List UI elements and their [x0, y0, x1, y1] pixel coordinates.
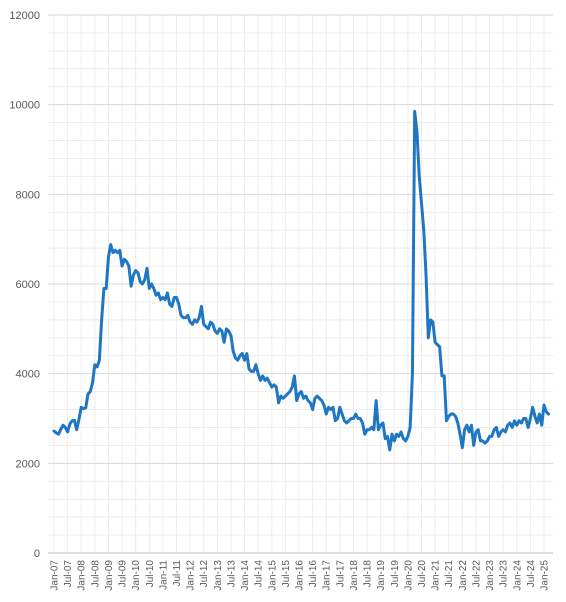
- x-tick-label: Jan-22: [458, 560, 469, 591]
- y-tick-label: 12000: [9, 10, 40, 22]
- x-tick-label: Jan-21: [431, 560, 442, 591]
- x-tick-label: Jul-24: [526, 560, 537, 588]
- x-tick-label: Jul-16: [308, 560, 319, 588]
- y-axis-tick-labels: 0 2000 4000 6000 8000 10000 12000: [9, 10, 40, 560]
- x-tick-label: Jul-21: [444, 560, 455, 588]
- x-tick-label: Jan-07: [50, 560, 61, 591]
- y-tick-label: 2000: [16, 458, 40, 470]
- x-tick-label: Jan-25: [540, 560, 551, 591]
- x-tick-label: Jul-10: [145, 560, 156, 588]
- x-tick-label: Jul-19: [390, 560, 401, 588]
- x-tick-label: Jul-12: [199, 560, 210, 588]
- x-tick-label: Jul-23: [499, 560, 510, 588]
- x-tick-label: Jan-17: [322, 560, 333, 591]
- x-tick-label: Jul-20: [417, 560, 428, 588]
- x-tick-label: Jan-10: [131, 560, 142, 591]
- x-tick-label: Jul-11: [172, 560, 183, 587]
- x-tick-label: Jan-20: [403, 560, 414, 591]
- x-tick-label: Jan-19: [376, 560, 387, 591]
- x-tick-label: Jan-11: [158, 560, 169, 590]
- x-tick-label: Jan-12: [186, 560, 197, 591]
- x-tick-label: Jul-07: [63, 560, 74, 588]
- y-tick-label: 10000: [9, 100, 40, 112]
- major-gridlines: [48, 14, 553, 554]
- x-axis-tick-labels: Jan-07 Jul-07 Jan-08 Jul-08 Jan-09 Jul-09 Jan-…: [50, 560, 551, 591]
- x-tick-label: Jul-08: [90, 560, 101, 588]
- x-tick-label: Jan-14: [240, 560, 251, 591]
- x-tick-label: Jul-22: [471, 560, 482, 588]
- x-tick-label: Jan-08: [77, 560, 88, 591]
- x-tick-label: Jan-16: [295, 560, 306, 591]
- x-tick-label: Jul-17: [335, 560, 346, 588]
- x-tick-label: Jan-24: [512, 560, 523, 591]
- x-tick-label: Jan-18: [349, 560, 360, 591]
- y-tick-label: 0: [34, 548, 40, 560]
- x-tick-label: Jan-23: [485, 560, 496, 591]
- y-tick-label: 4000: [16, 369, 40, 381]
- x-tick-label: Jan-13: [213, 560, 224, 591]
- series-line: [52, 109, 551, 452]
- x-tick-label: Jul-18: [363, 560, 374, 588]
- x-tick-label: Jan-15: [267, 560, 278, 591]
- x-tick-label: Jul-09: [118, 560, 129, 588]
- x-tick-label: Jul-13: [226, 560, 237, 588]
- y-tick-label: 8000: [16, 189, 40, 201]
- x-tick-label: Jan-09: [104, 560, 115, 591]
- x-tick-label: Jul-14: [254, 560, 265, 588]
- x-tick-label: Jul-15: [281, 560, 292, 588]
- y-tick-label: 6000: [16, 279, 40, 291]
